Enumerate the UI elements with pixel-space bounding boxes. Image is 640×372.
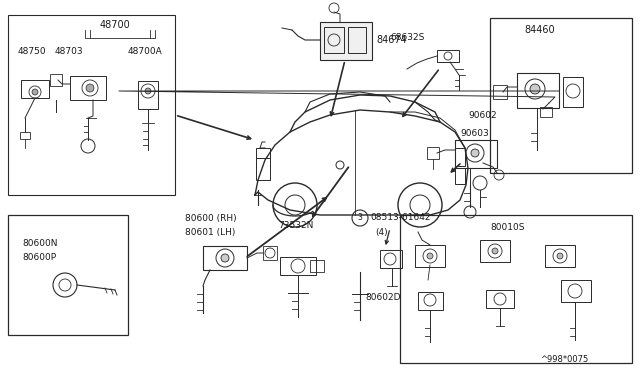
Bar — [256, 158, 270, 180]
Text: 90602: 90602 — [468, 110, 497, 119]
Bar — [324, 27, 344, 53]
Text: 80600 (RH): 80600 (RH) — [185, 214, 237, 222]
Bar — [380, 250, 402, 268]
Bar — [21, 80, 49, 98]
Text: 48703: 48703 — [55, 48, 84, 57]
Text: 80602D: 80602D — [365, 294, 401, 302]
Bar — [486, 290, 514, 308]
Text: 48700A: 48700A — [128, 48, 163, 57]
Text: 08513-61642: 08513-61642 — [370, 214, 431, 222]
Bar — [138, 81, 158, 109]
Text: 84674: 84674 — [376, 35, 407, 45]
Bar — [545, 245, 575, 267]
Bar — [455, 148, 465, 166]
Text: (4): (4) — [375, 228, 388, 237]
Circle shape — [32, 89, 38, 95]
Bar — [490, 18, 632, 173]
Bar — [8, 15, 175, 195]
Text: 90603: 90603 — [460, 128, 489, 138]
Bar — [50, 74, 62, 86]
Bar — [540, 107, 552, 117]
Text: 84460: 84460 — [525, 25, 556, 35]
Bar — [280, 257, 316, 275]
Bar — [400, 215, 632, 363]
Bar — [263, 246, 277, 260]
Circle shape — [86, 84, 94, 92]
Text: 80600N: 80600N — [22, 238, 58, 247]
Bar — [70, 76, 106, 100]
Bar — [517, 73, 559, 108]
Bar — [320, 22, 372, 60]
Bar — [310, 260, 324, 272]
Bar — [8, 215, 128, 335]
Text: 80600P: 80600P — [22, 253, 56, 263]
Circle shape — [530, 84, 540, 94]
Bar — [20, 132, 30, 139]
Text: 73532N: 73532N — [278, 221, 314, 230]
Text: 3: 3 — [358, 214, 362, 222]
Circle shape — [557, 253, 563, 259]
Bar — [427, 147, 439, 159]
Bar — [561, 280, 591, 302]
Bar — [415, 245, 445, 267]
Bar — [348, 27, 366, 53]
Bar — [418, 292, 443, 310]
Circle shape — [145, 88, 151, 94]
Text: 80010S: 80010S — [490, 222, 525, 231]
Bar — [563, 77, 583, 107]
Bar — [455, 168, 465, 184]
Text: 48700: 48700 — [100, 20, 131, 30]
Bar — [437, 50, 459, 62]
Bar — [493, 85, 507, 99]
Circle shape — [471, 149, 479, 157]
Circle shape — [492, 248, 498, 254]
Bar — [480, 240, 510, 262]
Circle shape — [221, 254, 229, 262]
Text: 48750: 48750 — [18, 48, 47, 57]
Bar — [455, 140, 497, 168]
Bar — [256, 148, 270, 158]
Text: 80601 (LH): 80601 (LH) — [185, 228, 236, 237]
Circle shape — [427, 253, 433, 259]
Text: ^998*0075: ^998*0075 — [540, 356, 588, 365]
Text: 68632S: 68632S — [390, 33, 424, 42]
Bar — [203, 246, 247, 270]
